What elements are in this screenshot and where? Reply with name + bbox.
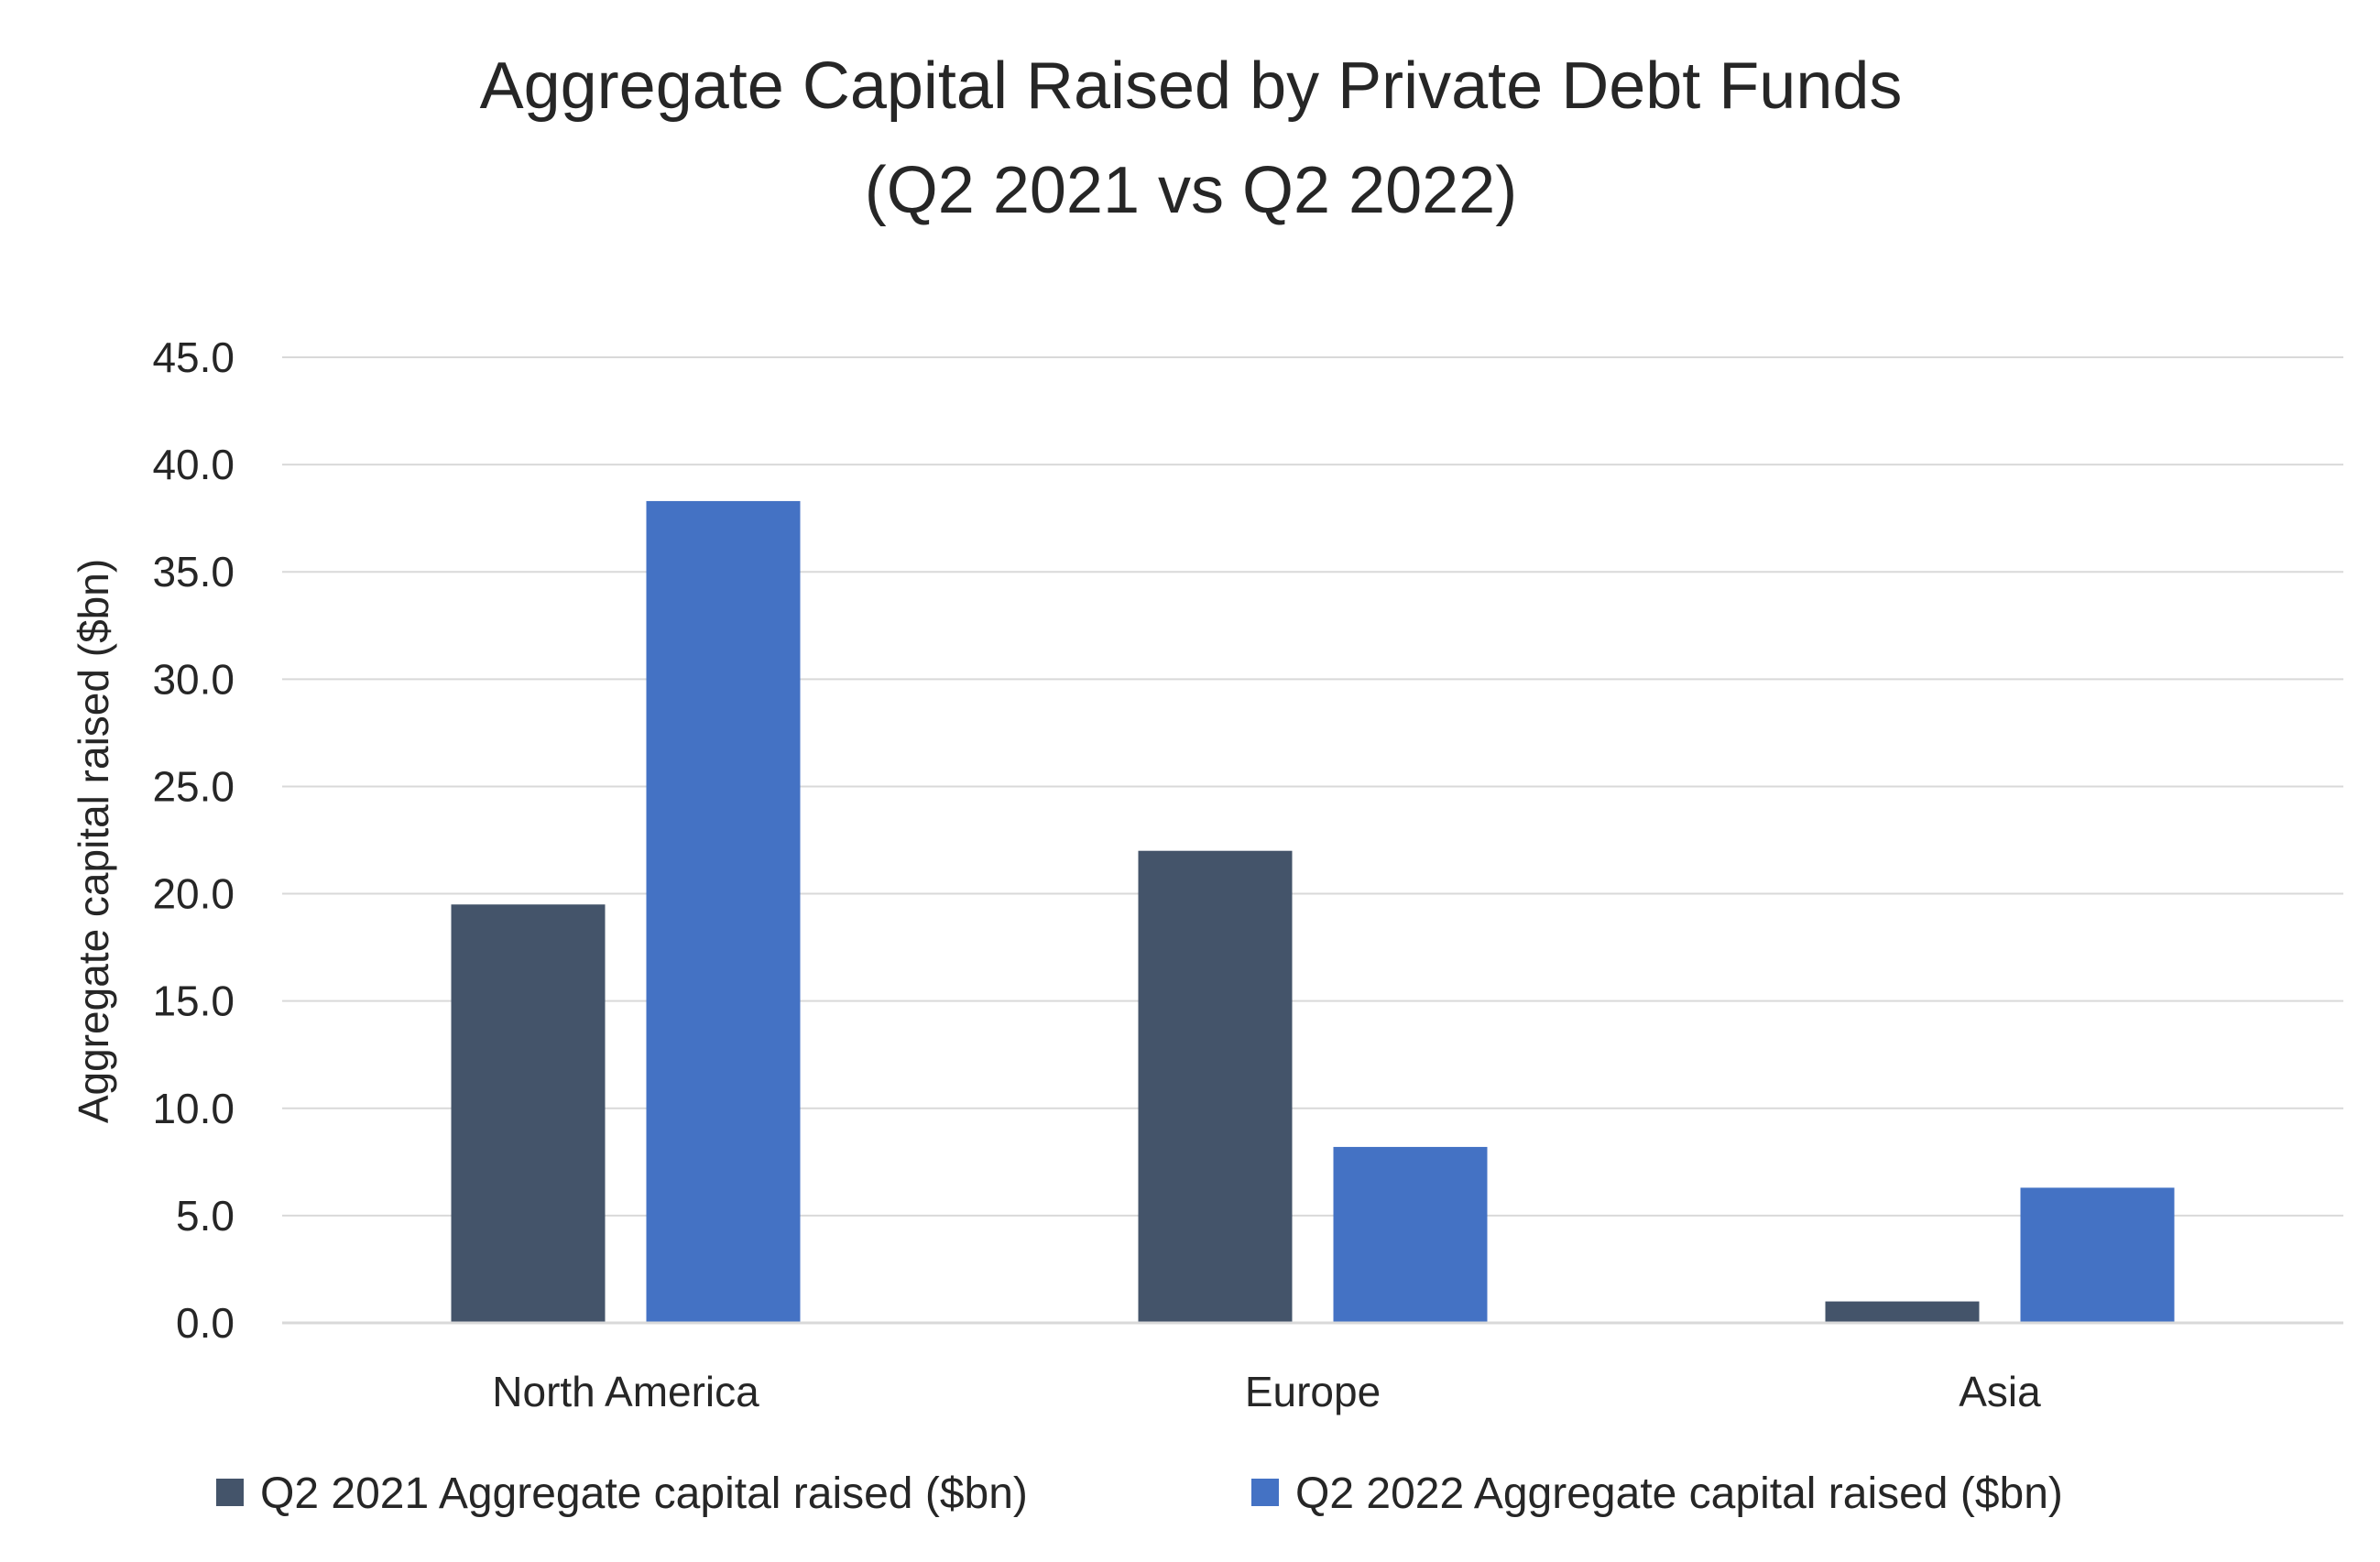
legend-label: Q2 2021 Aggregate capital raised ($bn) bbox=[260, 1469, 1028, 1518]
legend: Q2 2021 Aggregate capital raised ($bn) Q2… bbox=[216, 1469, 2063, 1518]
y-tick-label: 20.0 bbox=[152, 870, 235, 918]
gridlines bbox=[282, 356, 2343, 1217]
x-category-label: Asia bbox=[1959, 1368, 2041, 1415]
chart-subtitle: (Q2 2021 vs Q2 2022) bbox=[865, 154, 1517, 227]
y-tick-label: 40.0 bbox=[152, 441, 235, 488]
bar-q2-2022-north-america bbox=[646, 500, 801, 1323]
bar-q2-2021-asia bbox=[1825, 1301, 1980, 1323]
bar-q2-2022-europe bbox=[1333, 1146, 1488, 1323]
y-tick-label: 15.0 bbox=[152, 978, 235, 1025]
y-tick-label: 30.0 bbox=[152, 655, 235, 703]
legend-label: Q2 2022 Aggregate capital raised ($bn) bbox=[1295, 1469, 2063, 1518]
x-axis-category-labels: North America Europe Asia bbox=[492, 1368, 2041, 1415]
bar-q2-2021-europe bbox=[1138, 850, 1293, 1323]
bar-q2-2022-asia bbox=[2020, 1187, 2175, 1323]
x-category-label: Europe bbox=[1245, 1368, 1381, 1415]
y-tick-label: 45.0 bbox=[152, 333, 235, 381]
y-tick-label: 5.0 bbox=[176, 1192, 235, 1240]
y-axis-title: Aggregate capital raised ($bn) bbox=[70, 559, 117, 1123]
bars bbox=[451, 500, 2175, 1323]
chart-title: Aggregate Capital Raised by Private Debt… bbox=[480, 49, 1903, 123]
y-tick-label: 25.0 bbox=[152, 762, 235, 810]
bar-q2-2021-north-america bbox=[451, 904, 606, 1323]
legend-swatch bbox=[1251, 1479, 1279, 1506]
y-tick-label: 10.0 bbox=[152, 1085, 235, 1132]
y-tick-label: 0.0 bbox=[176, 1299, 235, 1347]
x-category-label: North America bbox=[492, 1368, 759, 1415]
y-tick-label: 35.0 bbox=[152, 548, 235, 595]
legend-swatch bbox=[216, 1479, 244, 1506]
y-axis-tick-labels: 0.0 5.0 10.0 15.0 20.0 25.0 30.0 35.0 40.0 45.0 bbox=[152, 333, 235, 1347]
